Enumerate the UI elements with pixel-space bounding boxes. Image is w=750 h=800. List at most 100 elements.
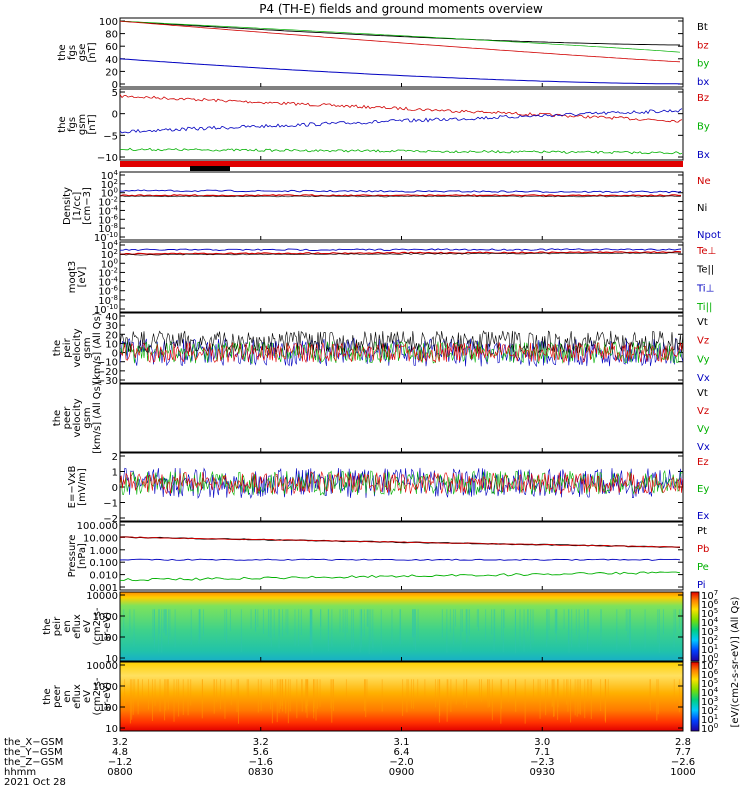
y-tick-label: 40 bbox=[105, 312, 118, 323]
colorbar-tick-label: 103 bbox=[701, 625, 718, 638]
y-tick-label: 10000 bbox=[86, 591, 118, 602]
y-axis-label: gse bbox=[77, 44, 88, 62]
y-tick-label: 102 bbox=[101, 248, 118, 261]
y-axis-label: velocity bbox=[72, 328, 83, 367]
y-tick-label: 100 bbox=[101, 187, 118, 200]
legend-bz: bz bbox=[697, 40, 709, 51]
y-axis-label: eflux bbox=[72, 614, 83, 639]
ephemeris-value: 3.2 bbox=[253, 737, 269, 748]
colorbar-tick-label: 101 bbox=[701, 713, 718, 726]
colorbar-tick-label: 106 bbox=[701, 598, 719, 611]
series-bx bbox=[119, 58, 681, 85]
legend-Te||: Te|| bbox=[696, 265, 714, 276]
y-tick-label: −10 bbox=[97, 358, 118, 369]
panel-peir_spec: 10000 1000 100 10 the peir en eflux eV (cm2-s-sr-… bbox=[42, 591, 684, 665]
legend-Ne: Ne bbox=[697, 176, 711, 187]
colorbar-tick-label: 103 bbox=[701, 695, 718, 708]
ephemeris-value: 0900 bbox=[389, 767, 414, 778]
ephemeris-value: 3.0 bbox=[534, 737, 550, 748]
y-tick-label: 1000 bbox=[93, 612, 118, 623]
legend-Pt: Pt bbox=[697, 526, 707, 537]
y-tick-label: 20 bbox=[105, 330, 118, 341]
y-tick-label: 0 bbox=[112, 483, 118, 494]
y-axis-label: peer bbox=[52, 684, 63, 708]
series-Vy bbox=[119, 340, 684, 365]
y-tick-label: 0.001 bbox=[89, 583, 118, 594]
legend-Vx: Vx bbox=[697, 442, 710, 453]
legend-Vz: Vz bbox=[697, 336, 709, 347]
series-Pe bbox=[119, 571, 681, 582]
legend-Bz: Bz bbox=[697, 93, 709, 104]
y-tick-label: 10 bbox=[105, 724, 118, 735]
y-tick-label: 100 bbox=[99, 17, 118, 28]
series-Ne bbox=[119, 194, 682, 197]
y-axis-label: [eV] bbox=[77, 267, 88, 288]
y-tick-label: 10-10 bbox=[94, 303, 118, 316]
series-black bbox=[119, 195, 682, 198]
panel-frame bbox=[119, 171, 684, 241]
colorbars-group: 1071061051041031021011001071061051041031… bbox=[690, 589, 741, 735]
y-tick-label: 10000 bbox=[86, 661, 118, 672]
y-tick-label: 10-2 bbox=[98, 196, 118, 209]
panel-frame bbox=[119, 88, 684, 161]
date-label: 2021 Oct 28 bbox=[4, 777, 66, 788]
y-axis-label: [1/cc] bbox=[72, 192, 83, 221]
y-axis-label: the bbox=[57, 44, 68, 60]
y-tick-label: 10-6 bbox=[98, 285, 118, 298]
colorbar-tick-label: 107 bbox=[701, 659, 718, 672]
ephemeris-value: 4.8 bbox=[112, 747, 128, 758]
y-axis-label: [cm−3] bbox=[82, 187, 93, 225]
y-axis-label: fgs bbox=[67, 117, 78, 132]
ephemeris-value: −1.2 bbox=[108, 757, 132, 768]
legend-Bx: Bx bbox=[697, 150, 710, 161]
y-axis-label: peer bbox=[62, 406, 73, 430]
y-axis-label: fgs bbox=[67, 45, 78, 60]
y-axis-label: en bbox=[62, 690, 73, 703]
colorbar-tick-label: 105 bbox=[701, 607, 718, 620]
y-axis-label: gsm bbox=[77, 114, 88, 135]
y-axis-label: velocity bbox=[72, 398, 83, 437]
series-Te bbox=[119, 251, 682, 256]
y-axis-label: eflux bbox=[72, 684, 83, 709]
series-Bz bbox=[119, 94, 683, 123]
y-tick-label: 10 bbox=[105, 339, 118, 350]
y-tick-label: 10.000 bbox=[83, 533, 118, 544]
legend-Vt: Vt bbox=[697, 317, 708, 328]
ephemeris-value: 7.1 bbox=[534, 747, 550, 758]
colorbar-tick-label: 107 bbox=[701, 589, 718, 602]
spectrogram-peir_spec bbox=[120, 592, 683, 661]
ephemeris-value: 0930 bbox=[530, 767, 555, 778]
chart-title: P4 (TH-E) fields and ground moments over… bbox=[259, 2, 543, 16]
y-tick-label: 80 bbox=[105, 30, 118, 41]
y-tick-label: 10-4 bbox=[98, 204, 118, 217]
ephemeris-value: −1.6 bbox=[249, 757, 273, 768]
series-Ex bbox=[119, 467, 684, 499]
y-tick-label: 0 bbox=[112, 110, 118, 121]
y-tick-label: 102 bbox=[101, 178, 118, 191]
series-Ez bbox=[119, 471, 684, 495]
legend-Vy: Vy bbox=[697, 354, 710, 365]
panel-peer_spec: 10000 1000 100 10 the peer en eflux eV (cm2-s-sr-… bbox=[42, 661, 684, 735]
y-axis-label: peir bbox=[52, 616, 63, 636]
ephemeris-value: 6.4 bbox=[394, 747, 410, 758]
panel-peer_velocity: the peer velocity gsm [km/s] (All Qs) Vt Vz Vy V… bbox=[52, 382, 710, 454]
y-axis-label: en bbox=[62, 620, 73, 633]
y-tick-label: 0 bbox=[112, 349, 118, 360]
legend-bx: bx bbox=[697, 77, 709, 88]
y-tick-label: 40 bbox=[105, 55, 118, 66]
series-black bbox=[119, 252, 682, 256]
ephemeris-row-label: the_Y−GSM bbox=[4, 747, 63, 758]
y-tick-label: −2 bbox=[103, 514, 118, 525]
y-tick-label: 100 bbox=[99, 703, 118, 714]
ephemeris-value: 3.1 bbox=[394, 737, 410, 748]
y-tick-label: 1000 bbox=[93, 682, 118, 693]
ephemeris-row-label: the_X−GSM bbox=[4, 737, 63, 748]
y-tick-label: 104 bbox=[101, 239, 119, 252]
legend-Vy: Vy bbox=[697, 424, 710, 435]
series-Pi bbox=[119, 558, 681, 561]
